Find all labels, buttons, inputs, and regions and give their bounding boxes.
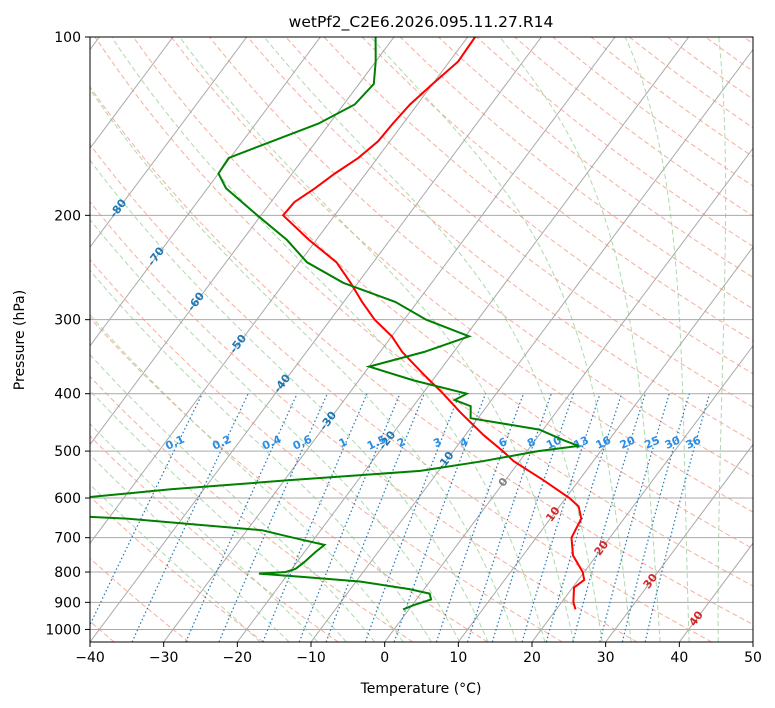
- isotherm-line: [90, 37, 469, 545]
- moist-adiabat: [90, 88, 517, 642]
- x-tick-label: 0: [380, 650, 389, 666]
- mixing-ratio-line: [621, 393, 690, 642]
- mixing-ratio-labels: 0.1 0.2 0.4 0.6 1 1.5 2 3 4 6 8 10 13 16 20 25 30 36: [163, 433, 703, 453]
- mixing-ratio-label: 20: [618, 433, 638, 451]
- mixing-ratio-line: [466, 393, 552, 642]
- plot-frame: [89, 36, 754, 643]
- moist-adiabat: [90, 483, 261, 642]
- isotherm-line: [384, 147, 753, 642]
- dry-adiabat: [90, 201, 638, 642]
- mixing-ratio-label: 36: [684, 433, 704, 451]
- mixing-ratio-line: [521, 393, 601, 642]
- chart-title: wetPf2_C2E6.2026.095.11.27.R14: [289, 13, 554, 32]
- mixing-ratio-label: 13: [572, 434, 591, 452]
- dry-adiabat: [399, 37, 753, 310]
- x-axis-label: Temperature (°C): [360, 681, 482, 697]
- mixing-ratio-line: [185, 393, 298, 642]
- dry-adiabat: [90, 557, 190, 642]
- y-tick-label: 200: [54, 208, 81, 224]
- moist-adiabat: [179, 37, 575, 642]
- dry-adiabat: [361, 37, 753, 342]
- mixing-ratio-label: 30: [663, 433, 683, 451]
- moist-adiabat: [263, 37, 603, 642]
- x-tick-label: −20: [223, 650, 253, 666]
- y-tick-label: 600: [54, 491, 81, 507]
- y-tick-label: 500: [54, 444, 81, 460]
- x-axis: −40 −30 −20 −10 0 10 20 30 40 50: [75, 642, 762, 666]
- isotherm-line: [163, 37, 616, 642]
- dry-adiabat: [90, 316, 488, 642]
- moist-adiabat: [499, 37, 661, 642]
- x-tick-label: −40: [75, 650, 105, 666]
- dry-adiabat: [247, 37, 753, 442]
- y-tick-label: 100: [54, 30, 81, 46]
- isotherm-line: [90, 37, 248, 248]
- y-tick-label: 700: [54, 531, 81, 547]
- mixing-ratio-line: [491, 393, 575, 642]
- dry-adiabat: [170, 37, 753, 513]
- x-tick-label: 50: [744, 650, 762, 666]
- mixing-ratio-line: [325, 393, 425, 642]
- moist-adiabat: [90, 423, 319, 642]
- moist-adiabat: [90, 353, 376, 642]
- x-tick-label: 10: [449, 650, 467, 666]
- y-axis-label: Pressure (hPa): [12, 290, 28, 390]
- x-tick-label: −30: [149, 650, 179, 666]
- isotherm-line: [457, 246, 753, 642]
- moist-adiabats: [90, 37, 727, 642]
- temperature-profile: [281, 37, 586, 610]
- moist-adiabat: [717, 37, 727, 642]
- isotherm-line: [310, 48, 753, 642]
- y-tick-label: 300: [54, 313, 81, 329]
- isotherm-line: [90, 37, 321, 347]
- moist-adiabat: [111, 37, 546, 642]
- y-tick-label: 900: [54, 595, 81, 611]
- moist-adiabat: [624, 37, 690, 642]
- dry-adiabat: [209, 37, 753, 477]
- isotherm-line: [90, 37, 395, 446]
- moist-adiabat: [90, 269, 432, 642]
- x-tick-label: 20: [523, 650, 541, 666]
- dry-adiabat: [90, 258, 563, 642]
- x-tick-label: 30: [597, 650, 615, 666]
- x-tick-label: 40: [670, 650, 688, 666]
- moist-adiabat: [370, 37, 632, 642]
- x-tick-label: −10: [296, 650, 326, 666]
- mixing-ratio-line: [572, 393, 646, 642]
- dry-adiabat: [90, 86, 753, 626]
- mixing-ratio-line: [599, 393, 670, 642]
- moist-adiabat: [90, 218, 461, 642]
- mixing-ratio-label: 25: [642, 434, 661, 452]
- y-tick-label: 400: [54, 387, 81, 403]
- dewpoint-profile: [90, 37, 580, 611]
- isobars: [90, 37, 753, 630]
- mixing-ratio-line: [393, 393, 487, 642]
- moist-adiabat: [90, 314, 404, 642]
- isotherm-line: [605, 443, 753, 642]
- mixing-ratio-lines: [90, 393, 711, 642]
- mixing-ratio-label: 16: [594, 433, 614, 451]
- mixing-ratio-line: [435, 393, 525, 642]
- y-tick-label: 800: [54, 565, 81, 581]
- moist-adiabat: [90, 454, 290, 642]
- mixing-ratio-line: [545, 393, 623, 642]
- mixing-ratio-line: [298, 393, 401, 642]
- isotherm-line: [90, 37, 174, 150]
- isotherm-line: [531, 344, 753, 642]
- y-axis: 100 200 300 400 500 600 700 800 900 1000: [45, 30, 90, 638]
- dry-adiabat: [90, 435, 339, 642]
- y-tick-label: 1000: [45, 622, 81, 638]
- isotherm-line: [90, 37, 542, 642]
- mixing-ratio-line: [644, 393, 711, 642]
- mixing-ratio-line: [131, 393, 249, 642]
- dry-adiabat: [90, 143, 712, 642]
- moist-adiabat: [90, 389, 347, 642]
